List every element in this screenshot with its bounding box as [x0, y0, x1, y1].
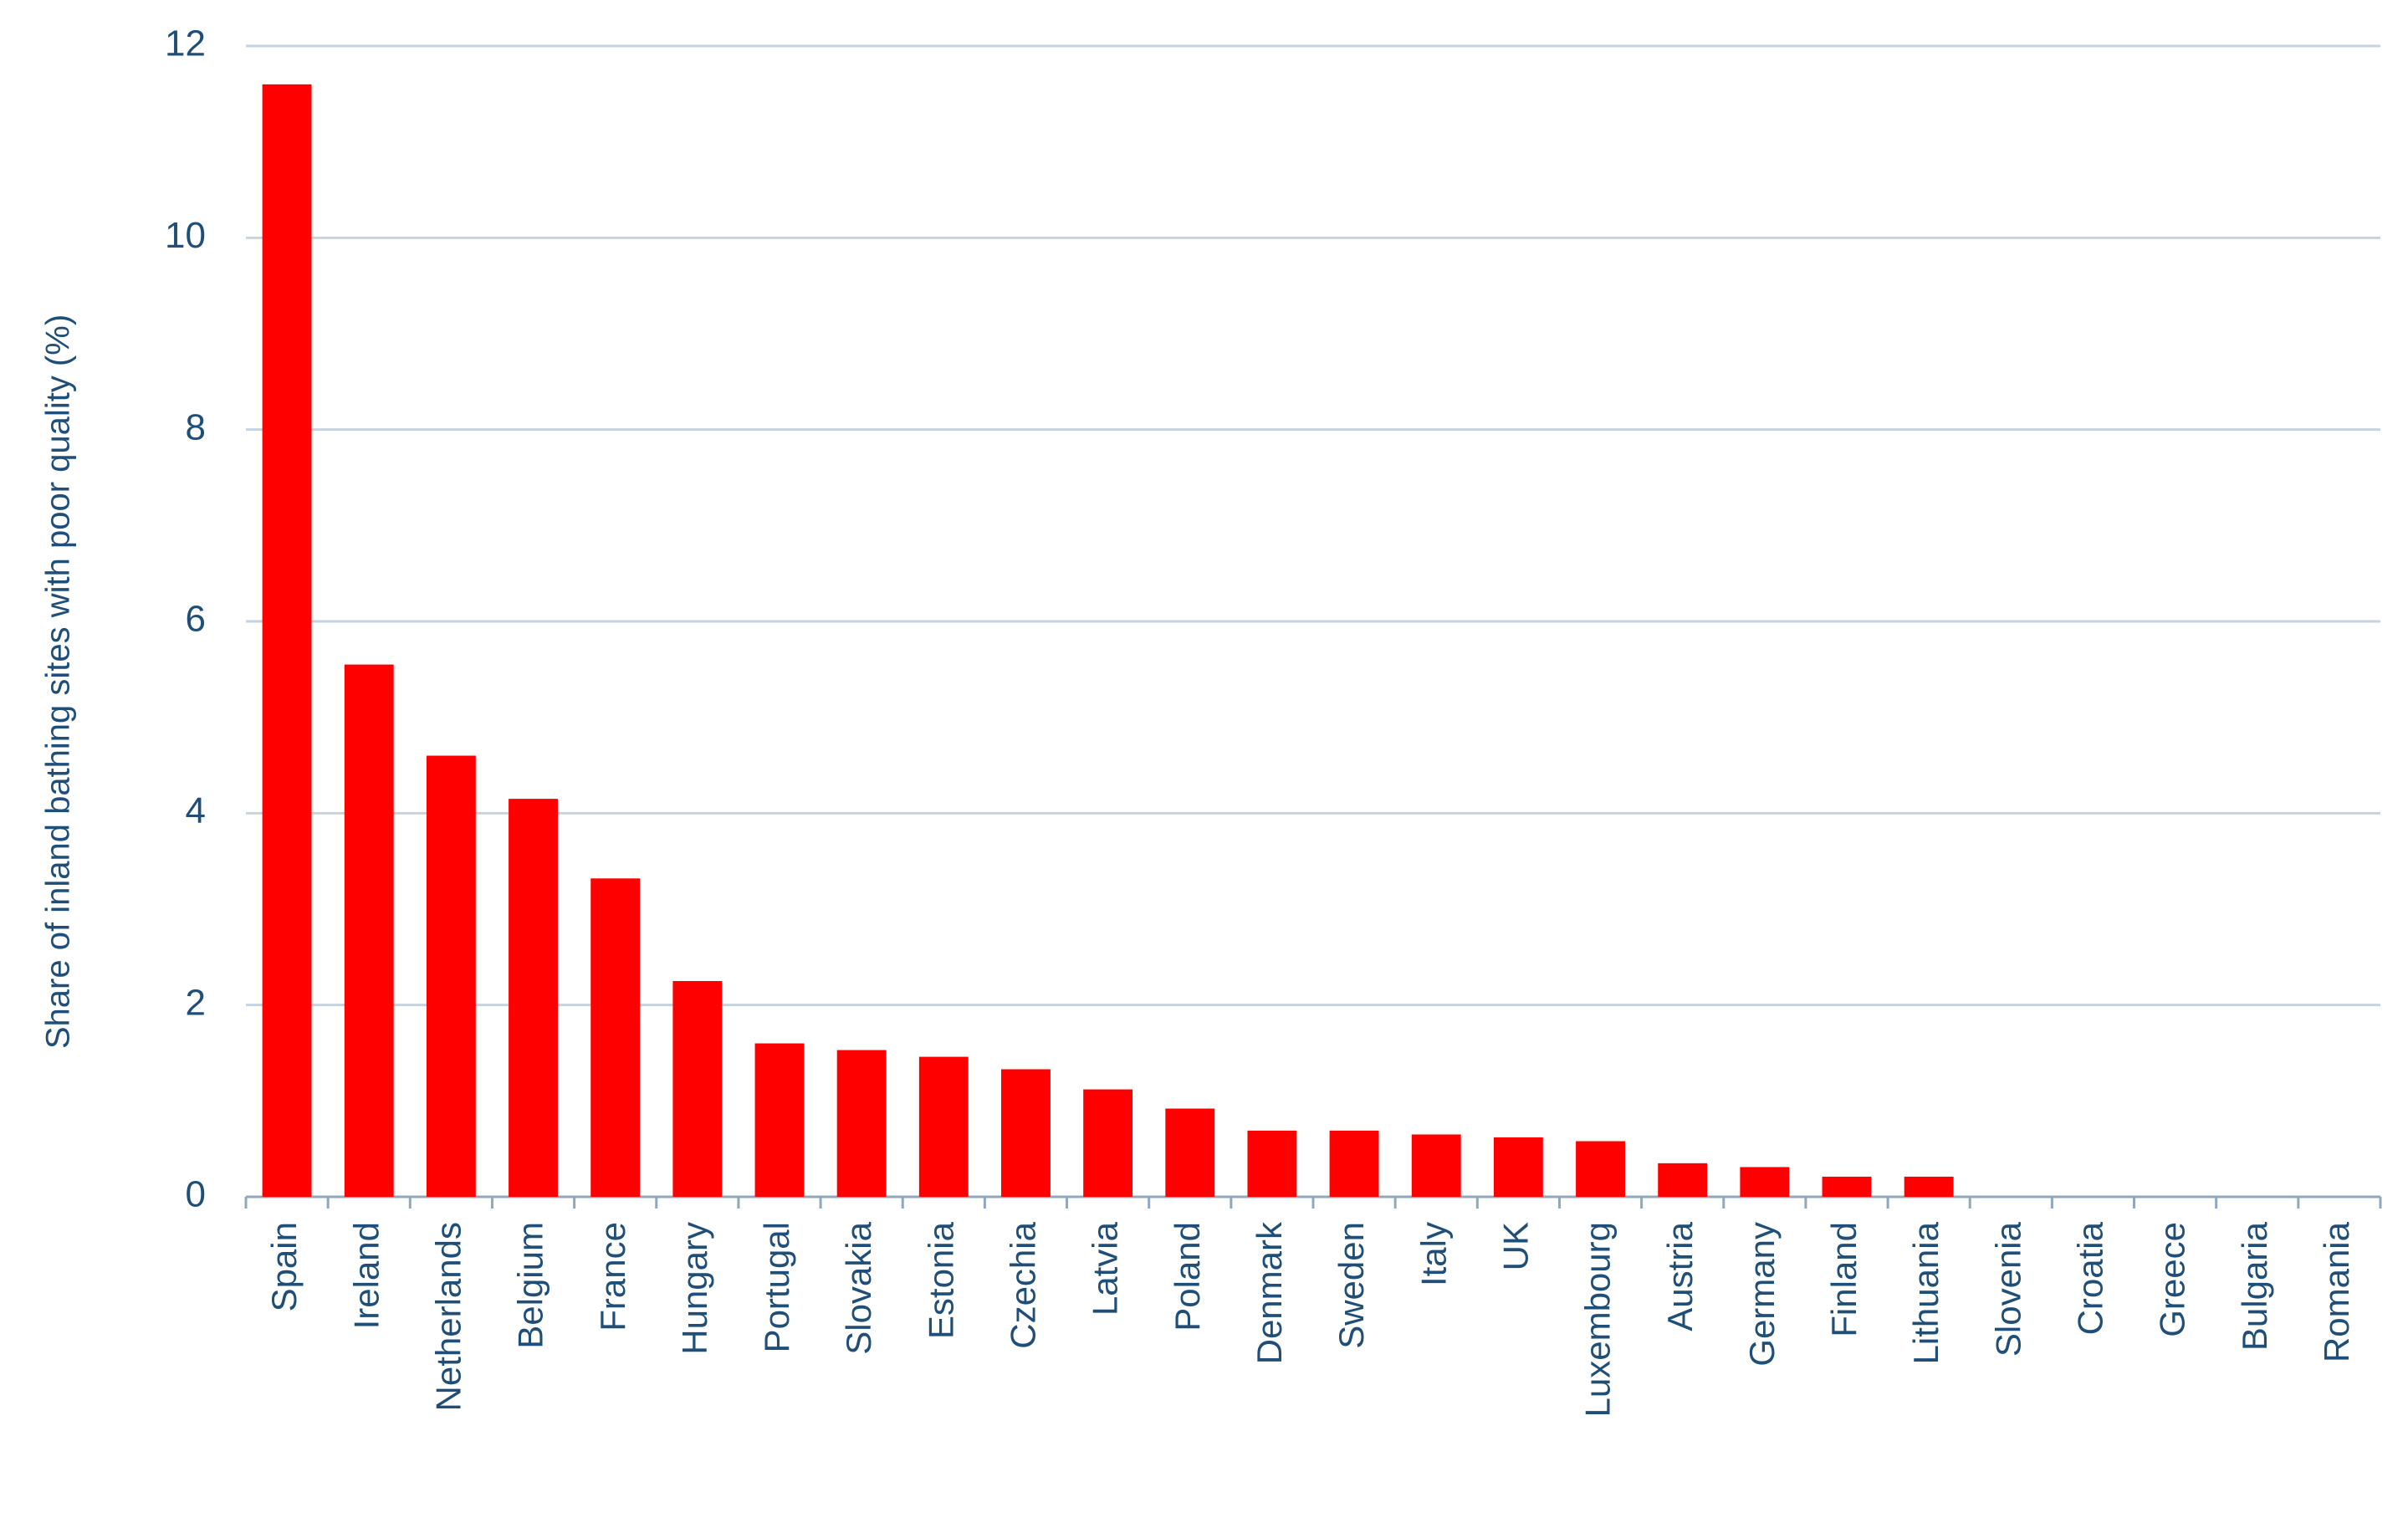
- bar: [344, 664, 394, 1197]
- bar: [1083, 1089, 1133, 1197]
- bar: [1329, 1130, 1379, 1197]
- bar: [1493, 1137, 1543, 1197]
- y-tick-label: 12: [165, 23, 206, 64]
- bar: [754, 1043, 805, 1197]
- x-tick-label: Denmark: [1250, 1221, 1289, 1364]
- bar: [1740, 1167, 1790, 1197]
- bar: [1576, 1141, 1625, 1197]
- bar: [918, 1056, 969, 1197]
- y-tick-label: 8: [186, 406, 206, 447]
- bar: [509, 799, 558, 1197]
- bar: [1822, 1176, 1872, 1197]
- x-tick-label: Croatia: [2071, 1221, 2110, 1335]
- y-tick-label: 2: [186, 982, 206, 1023]
- x-tick-label: Czechia: [1004, 1221, 1043, 1348]
- x-tick-label: Sweden: [1332, 1222, 1371, 1349]
- x-tick-label: Latvia: [1086, 1221, 1125, 1316]
- x-tick-label: Ireland: [346, 1222, 386, 1329]
- bar: [1411, 1134, 1461, 1197]
- x-tick-label: Belgium: [511, 1222, 550, 1349]
- x-tick-label: Poland: [1168, 1222, 1207, 1331]
- bar: [1658, 1163, 1708, 1197]
- x-tick-label: Luxembourg: [1578, 1222, 1618, 1417]
- x-tick-label: Lithuania: [1906, 1221, 1945, 1364]
- x-tick-label: Portugal: [757, 1222, 796, 1352]
- y-tick-label: 0: [186, 1174, 206, 1215]
- bar: [262, 84, 312, 1197]
- x-tick-label: Finland: [1824, 1222, 1864, 1337]
- bar: [1165, 1108, 1215, 1197]
- x-tick-label: UK: [1495, 1222, 1535, 1270]
- x-tick-label: Slovenia: [1988, 1221, 2027, 1357]
- x-tick-label: Netherlands: [428, 1222, 468, 1411]
- bar: [1247, 1130, 1297, 1197]
- x-tick-label: Germany: [1742, 1222, 1782, 1367]
- y-tick-label: 6: [186, 599, 206, 640]
- x-tick-label: Italy: [1414, 1222, 1453, 1286]
- bar: [426, 755, 476, 1197]
- y-axis-title: Share of inland bathing sites with poor …: [40, 314, 77, 1049]
- x-tick-label: Hungary: [675, 1222, 714, 1355]
- x-tick-label: Bulgaria: [2235, 1221, 2274, 1351]
- bar: [590, 878, 641, 1197]
- x-tick-label: Greece: [2153, 1222, 2192, 1337]
- y-tick-label: 10: [165, 215, 206, 256]
- x-tick-label: Spain: [264, 1222, 304, 1311]
- x-tick-label: Estonia: [921, 1221, 960, 1339]
- x-tick-label: Austria: [1660, 1221, 1700, 1331]
- y-tick-label: 4: [186, 790, 206, 831]
- x-tick-label: France: [593, 1222, 632, 1331]
- bar: [672, 981, 723, 1197]
- bar: [1904, 1176, 1954, 1197]
- bar: [1001, 1069, 1051, 1197]
- x-tick-label: Romania: [2317, 1221, 2356, 1362]
- x-tick-label: Slovakia: [839, 1221, 878, 1354]
- bar: [836, 1050, 887, 1197]
